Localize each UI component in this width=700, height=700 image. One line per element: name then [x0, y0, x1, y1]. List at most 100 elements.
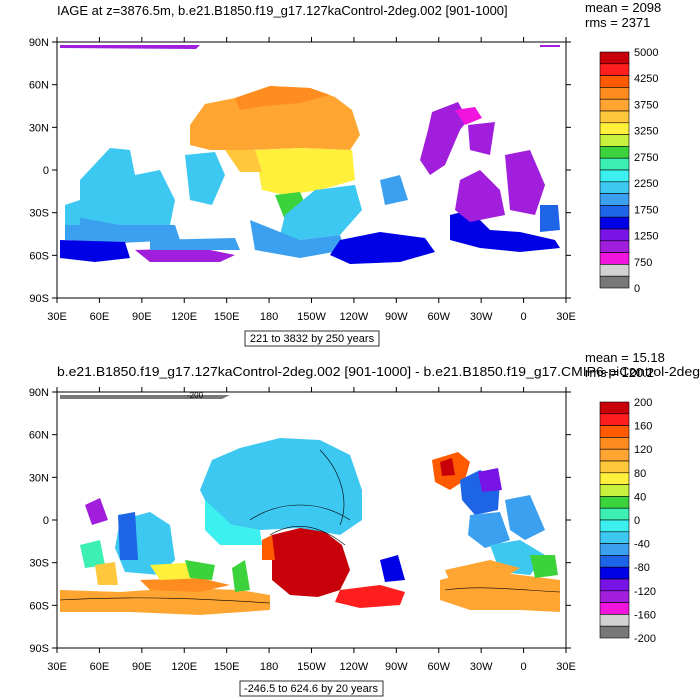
colorbar-swatch — [599, 205, 630, 218]
x-tick-label: 0 — [521, 661, 527, 673]
y-tick-label: 60S — [29, 250, 49, 262]
x-tick-label: 60W — [427, 661, 450, 673]
colorbar-swatch — [599, 122, 630, 135]
colorbar-swatch — [599, 578, 630, 592]
y-tick-label: 90N — [29, 37, 49, 49]
y-tick-label: 60N — [29, 430, 49, 442]
x-tick-label: 60W — [427, 311, 450, 323]
y-tick-label: 60S — [29, 600, 49, 612]
p2-south-atlantic-green — [530, 555, 558, 578]
y-tick-label: 30N — [29, 122, 49, 134]
colorbar-label: 120 — [634, 444, 652, 456]
p1-pacific-lightorange — [225, 150, 262, 172]
colorbar-label: 1750 — [634, 204, 658, 216]
p2-contour-3 — [59, 597, 271, 604]
p2-red-orange — [262, 535, 275, 560]
panel-2-info-box: -246.5 to 624.6 by 20 years — [244, 683, 378, 695]
panel-1-info-box-frame — [244, 330, 380, 347]
x-tick-label: 120E — [171, 661, 197, 673]
colorbar-swatch — [599, 134, 630, 147]
x-tick-label: 150E — [214, 311, 240, 323]
p1-arctic-strip — [60, 45, 200, 49]
y-tick-label: 30S — [29, 558, 49, 570]
p1-southern-purple — [135, 248, 235, 262]
x-tick-label: 60E — [90, 661, 110, 673]
p1-atlantic-east — [468, 122, 495, 155]
colorbar-swatch — [599, 110, 630, 124]
colorbar-swatch — [599, 63, 630, 76]
colorbar-swatch — [599, 460, 630, 474]
p1-pacific-darkorange — [235, 86, 330, 110]
colorbar-swatch — [599, 146, 630, 159]
colorbar-label: 3750 — [634, 99, 658, 111]
p2-red-blob — [272, 528, 350, 597]
colorbar-label: -40 — [634, 539, 650, 551]
p1-indian-deep — [65, 215, 180, 243]
colorbar-swatch — [599, 555, 630, 568]
colorbar-label: 200 — [634, 397, 652, 409]
p1-arctic-small — [540, 45, 560, 47]
p1-southern-ocean-2 — [330, 232, 435, 264]
p2-north-pacific-light — [205, 500, 262, 545]
colorbar-swatch — [599, 543, 630, 556]
p2-tropical-atlantic — [468, 512, 510, 548]
x-tick-label: 30E — [47, 311, 67, 323]
x-tick-label: 180 — [260, 661, 278, 673]
p2-subpolar-atlantic-red — [440, 458, 455, 476]
colorbar-swatch — [599, 413, 630, 426]
colorbar-swatch — [599, 193, 630, 206]
y-tick-label: 0 — [43, 515, 49, 527]
x-tick-label: 120W — [340, 661, 369, 673]
colorbar-swatch — [599, 531, 630, 544]
colorbar-swatch — [599, 614, 630, 627]
colorbar-swatch — [599, 437, 630, 450]
colorbar-label: 2750 — [634, 152, 658, 164]
p1-equatorial-pacific — [255, 148, 355, 195]
colorbar-swatch — [599, 228, 630, 242]
panel-1-title: IAGE at z=3876.5m, b.e21.B1850.f19_g17.1… — [57, 3, 508, 18]
colorbar-label: 3250 — [634, 126, 658, 138]
p2-southern-ocean-west — [60, 588, 270, 615]
x-tick-label: 30E — [556, 661, 576, 673]
colorbar-swatch — [599, 448, 630, 462]
panel-1-mean: mean = 2098 — [585, 0, 661, 15]
p1-atlantic-blue — [540, 205, 560, 232]
p2-contour-4 — [444, 587, 561, 593]
x-tick-label: 150E — [214, 661, 240, 673]
colorbar-swatch — [599, 401, 630, 415]
p2-contour-2 — [269, 525, 346, 546]
p2-contour-1 — [249, 504, 351, 521]
p1-north-pacific — [190, 86, 360, 150]
colorbar-swatch — [599, 157, 630, 171]
y-tick-label: 90N — [29, 387, 49, 399]
colorbar-swatch — [599, 75, 630, 88]
colorbar-swatch — [599, 275, 630, 289]
colorbar-swatch — [599, 252, 630, 265]
p1-south-atlantic — [455, 170, 505, 222]
colorbar-swatch — [599, 216, 630, 230]
y-tick-label: 90S — [29, 293, 49, 305]
p1-south-pacific-mid — [250, 220, 345, 258]
colorbar-label: 1250 — [634, 231, 658, 243]
y-tick-label: 0 — [43, 165, 49, 177]
colorbar-swatch — [599, 507, 630, 521]
panel-2-colorbar: 200 160 120 80 40 0 -40 -80 -120 -160 -200 — [599, 397, 656, 645]
p2-north-atlantic-purple — [478, 468, 502, 492]
panel-1-map — [60, 45, 560, 264]
panel-1-colorbar: 5000 4250 3750 3250 2750 2250 1750 1250 750 0 — [599, 47, 658, 295]
p2-arctic-grey — [60, 395, 230, 399]
colorbar-swatch — [599, 51, 630, 65]
x-tick-label: 30E — [47, 661, 67, 673]
x-tick-label: 30W — [470, 311, 493, 323]
panel-2: b.e21.B1850.f19_g17.127kaControl-2deg.00… — [29, 350, 700, 697]
p1-atlantic-magenta — [455, 107, 482, 125]
p1-southern-ocean — [60, 240, 130, 262]
panel-2-mean: mean = 15.18 — [585, 350, 665, 365]
p2-east-pacific-green — [232, 560, 250, 592]
colorbar-swatch — [599, 519, 630, 533]
x-tick-label: 0 — [521, 311, 527, 323]
x-tick-label: 120W — [340, 311, 369, 323]
panel-2-y-axis: 90N 60N 30N 0 30S 60S 90S — [29, 387, 571, 655]
colorbar-label: -200 — [634, 633, 656, 645]
y-tick-label: 30N — [29, 472, 49, 484]
